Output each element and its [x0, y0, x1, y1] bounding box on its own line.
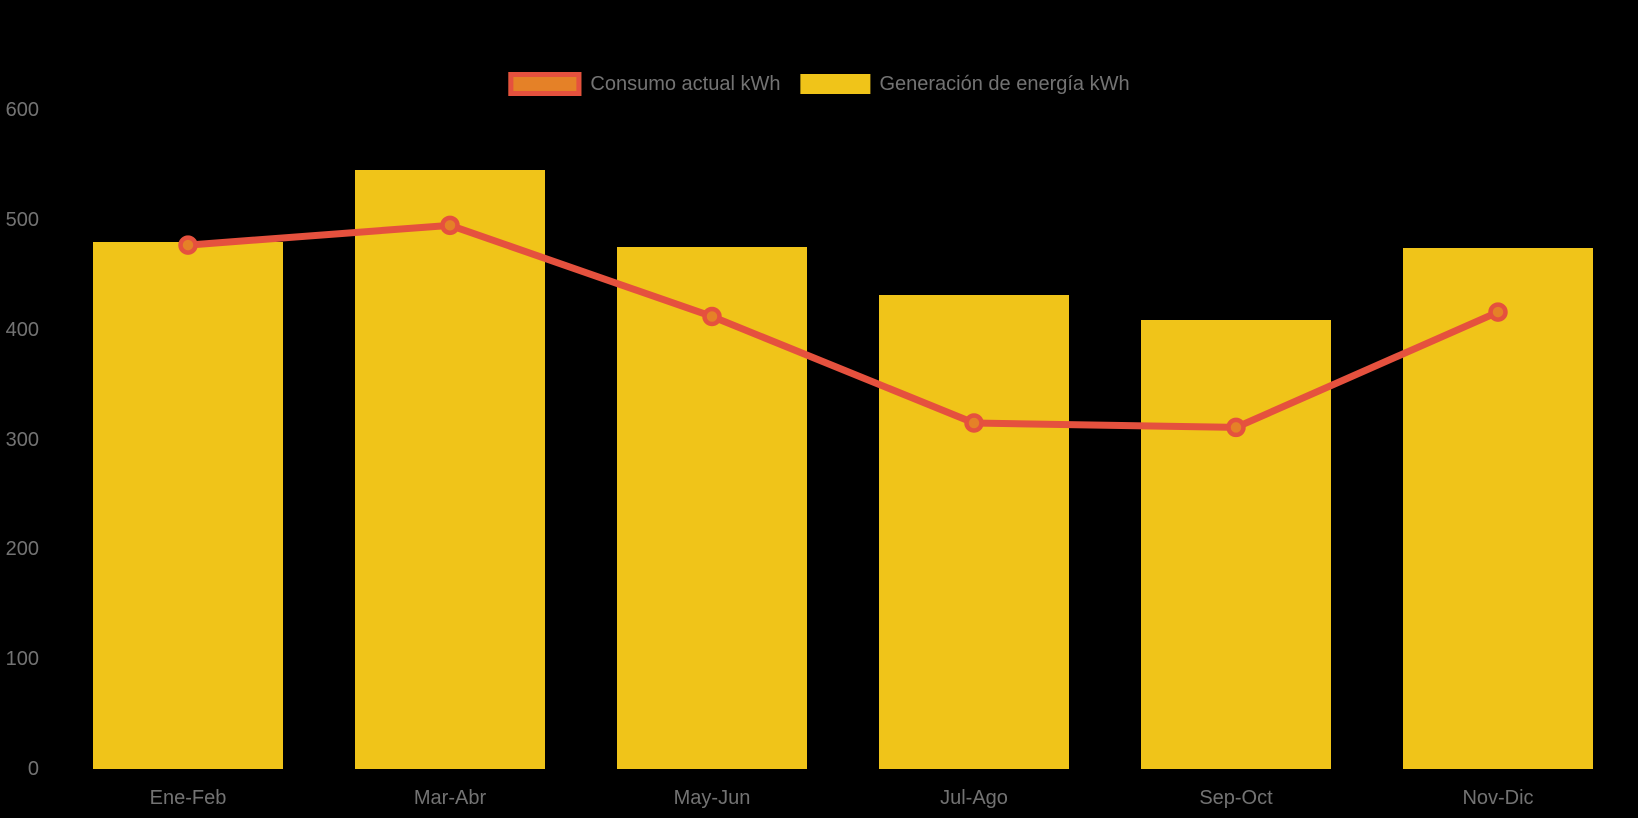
consumo-data-point[interactable] — [1226, 417, 1246, 438]
legend-item-line[interactable]: Consumo actual kWh — [508, 72, 780, 96]
consumo-data-point[interactable] — [964, 413, 984, 433]
legend-swatch-line — [508, 72, 582, 96]
legend-swatch-bar — [800, 74, 871, 94]
consumo-data-point[interactable] — [178, 235, 198, 255]
consumo-data-point[interactable] — [1488, 302, 1508, 322]
chart-legend: Consumo actual kWh Generación de energía … — [508, 72, 1130, 96]
bar-generacion-energia[interactable] — [93, 241, 283, 769]
x-axis-category-label: Nov-Dic — [1462, 787, 1534, 809]
y-axis-tick-label: 0 — [27, 758, 39, 780]
x-axis-category-label: Ene-Feb — [149, 787, 227, 809]
legend-label: Generación de energía kWh — [879, 73, 1130, 95]
x-axis-category-label: Sep-Oct — [1199, 787, 1273, 809]
consumo-data-point[interactable] — [702, 306, 722, 327]
y-axis-tick-label: 200 — [5, 538, 39, 561]
bar-generacion-energia[interactable] — [879, 294, 1069, 769]
legend-item-bar[interactable]: Generación de energía kWh — [800, 72, 1130, 96]
bar-generacion-energia[interactable] — [1141, 319, 1331, 769]
consumo-data-point[interactable] — [440, 215, 460, 236]
bar-generacion-energia[interactable] — [617, 247, 807, 769]
bar-generacion-energia[interactable] — [1403, 248, 1593, 769]
x-axis-category-label: Mar-Abr — [413, 787, 487, 809]
x-axis-category-label: May-Jun — [673, 787, 751, 809]
bar-generacion-energia[interactable] — [355, 170, 545, 769]
consumo-line[interactable] — [184, 221, 1502, 431]
y-axis-tick-label: 500 — [5, 208, 39, 231]
y-axis-tick-label: 100 — [5, 648, 39, 671]
x-axis-category-label: Jul-Ago — [940, 787, 1008, 809]
y-axis-tick-label: 600 — [5, 99, 39, 121]
y-axis-tick-label: 400 — [5, 318, 39, 341]
legend-label: Consumo actual kWh — [590, 73, 781, 95]
y-axis-tick-label: 300 — [5, 428, 39, 451]
